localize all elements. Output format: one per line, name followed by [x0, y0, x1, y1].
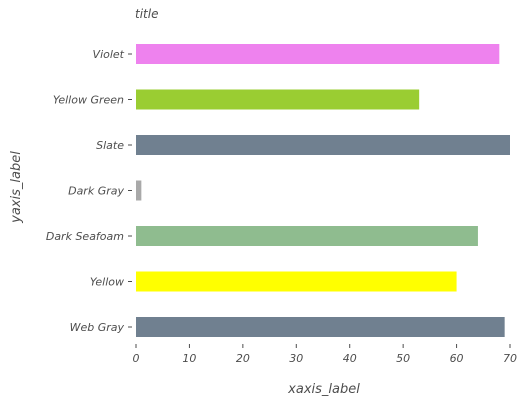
x-tick-label: 50 — [396, 352, 410, 365]
y-tick-labels: Web Gray Yellow Dark Seafoam Dark Gray Slate… — [46, 48, 132, 334]
y-tick-label: Dark Gray — [68, 185, 124, 198]
bar-violet — [136, 44, 500, 64]
x-tick-label: 0 — [133, 352, 140, 365]
x-tick-label: 30 — [289, 352, 303, 365]
y-tick-label: Slate — [96, 139, 124, 152]
bar-slate — [136, 135, 510, 155]
chart-title: title — [135, 7, 158, 21]
y-tick-label: Dark Seafoam — [46, 230, 124, 243]
y-tick-label: Yellow Green — [53, 94, 124, 107]
bar-dark-gray — [136, 180, 142, 201]
bar-yellow — [136, 271, 457, 292]
x-axis-title: xaxis_label — [287, 382, 360, 397]
x-tick-label: 10 — [182, 352, 196, 365]
x-tick-label: 70 — [503, 352, 517, 365]
y-axis-title: yaxis_label — [9, 151, 24, 224]
x-tick-label: 40 — [343, 352, 357, 365]
y-tick-label: Violet — [93, 48, 125, 61]
bars-group — [136, 44, 510, 337]
y-tick-label: Web Gray — [70, 321, 125, 334]
x-axis: 0 10 20 30 40 50 60 70 — [133, 344, 517, 365]
x-tick-label: 60 — [450, 352, 464, 365]
bar-yellow-green — [136, 89, 420, 110]
x-tick-label: 20 — [236, 352, 250, 365]
y-tick-label: Yellow — [90, 276, 124, 289]
bar-dark-seafoam — [136, 226, 478, 246]
bar-web-gray — [136, 317, 505, 337]
